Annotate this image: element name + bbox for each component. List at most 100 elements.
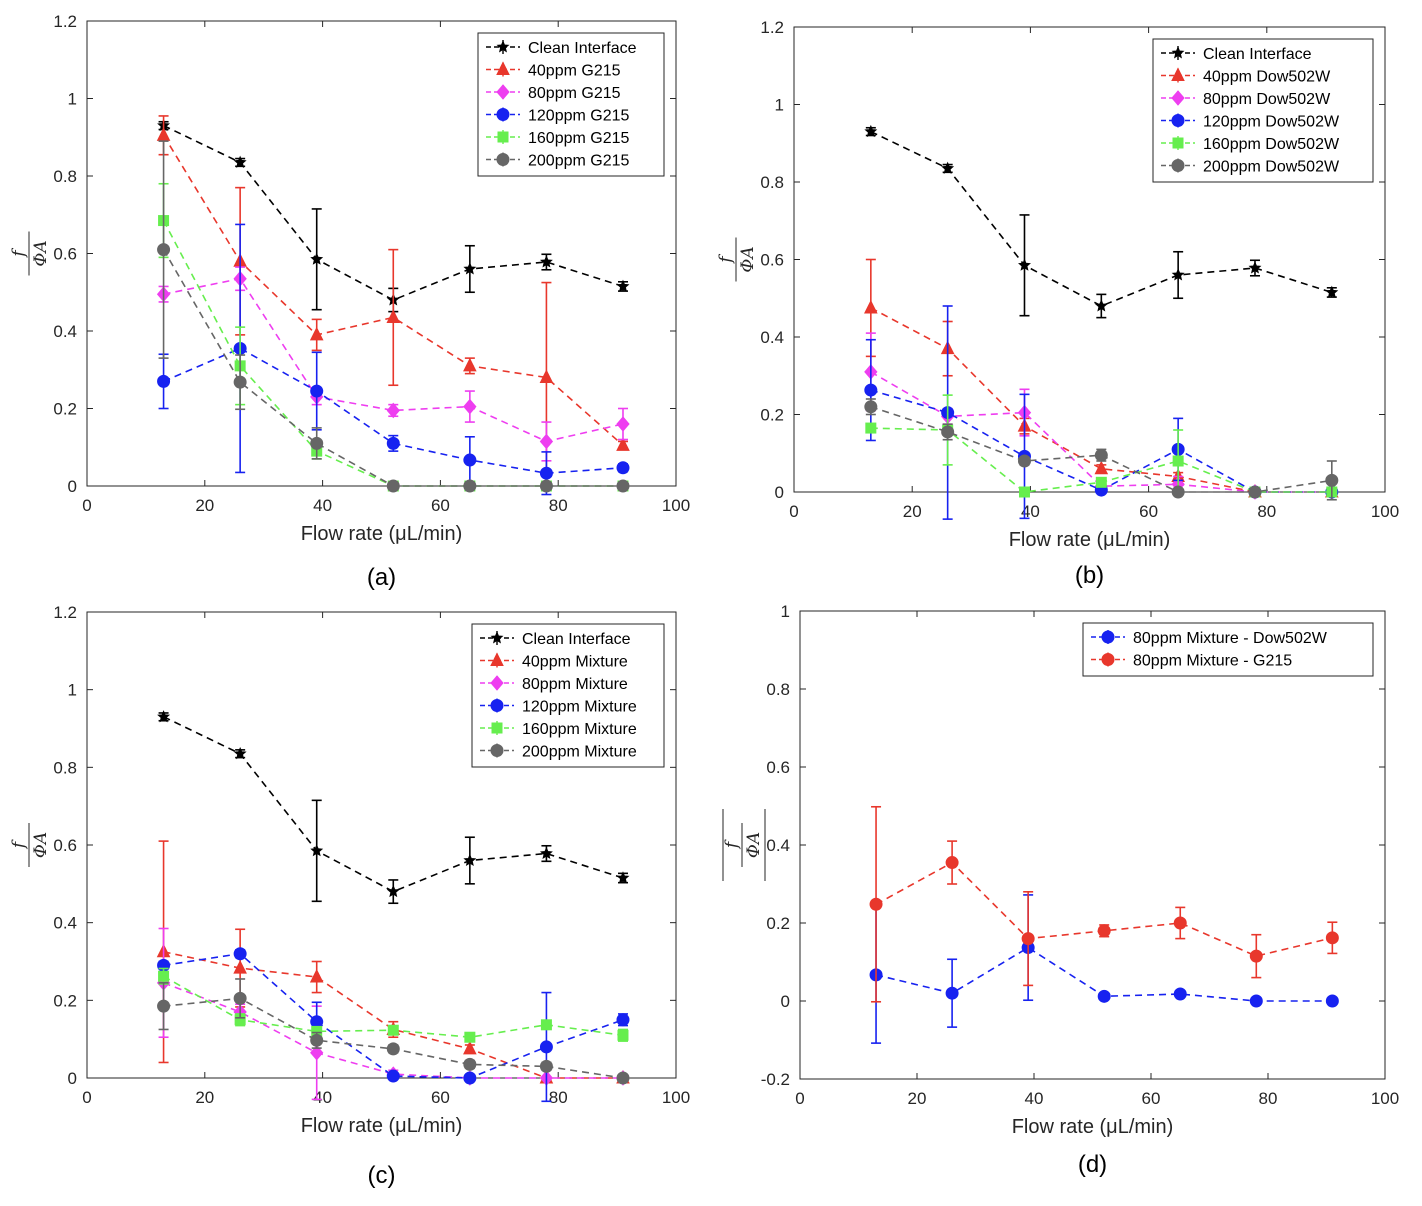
y-axis-label: f ΦA [9, 823, 51, 867]
y-label-numerator: f [9, 839, 29, 850]
y-tick-label: 0.4 [766, 836, 790, 855]
legend-entry: Clean Interface [1161, 46, 1312, 63]
data-point [310, 1044, 324, 1061]
x-tick-label: 20 [908, 1089, 927, 1108]
data-point [539, 466, 553, 480]
legend-label: 40ppm G215 [528, 63, 621, 80]
data-point [1094, 460, 1109, 475]
series-1 [157, 118, 630, 313]
legend-marker [496, 108, 510, 121]
data-point [157, 374, 171, 388]
data-point [616, 279, 630, 292]
series-4 [157, 947, 630, 1103]
data-point [310, 384, 324, 398]
data-point [463, 398, 477, 415]
y-tick-label: 0 [775, 483, 784, 502]
data-point [1325, 285, 1339, 298]
data-point [539, 1040, 553, 1054]
panel-c: 0 20 40 60 80 100 0 0.2 0.4 0.6 0.8 1 1.2 Flow rate (… [0, 603, 711, 1206]
y-tick-label: 1 [781, 602, 790, 621]
legend-entry: 80ppm Dow502W [1161, 90, 1331, 108]
data-point [941, 425, 955, 439]
legend-marker [1172, 137, 1184, 149]
legend-marker [1171, 114, 1185, 127]
data-point [941, 161, 955, 174]
x-tick-label: 60 [431, 1088, 450, 1107]
data-point [310, 252, 324, 265]
data-point [1017, 454, 1031, 468]
y-axis-label: f ΦA [716, 237, 758, 282]
legend-label: Clean Interface [528, 40, 637, 57]
legend-entry: 80ppm Mixture [480, 675, 628, 693]
data-point [233, 375, 247, 389]
data-point [158, 970, 170, 982]
data-point [539, 255, 553, 268]
y-label-denominator: ΦA [31, 240, 51, 266]
data-point [310, 1033, 324, 1047]
y-tick-label: -0.2 [761, 1070, 790, 1089]
legend-box [1152, 38, 1374, 183]
panel-d: 0 20 40 60 80 100 -0.2 0 0.2 0.4 0.6 0.8 1 Flow rate … [711, 602, 1422, 1206]
data-point [463, 1057, 477, 1071]
data-point [1172, 455, 1184, 467]
legend-entry: 160ppm Mixture [480, 721, 637, 738]
y-tick-label: 1.2 [760, 18, 784, 37]
data-point [616, 461, 630, 475]
x-tick-label: 60 [1142, 1089, 1161, 1108]
x-tick-label: 20 [903, 502, 922, 521]
panel-caption: (d) [1078, 1151, 1107, 1178]
data-point [233, 959, 247, 974]
legend: Clean Interface 40ppm Mixture 80ppm Mixtur… [471, 623, 665, 768]
data-point [1249, 949, 1263, 963]
y-tick-label: 0.6 [760, 251, 784, 270]
legend-marker [490, 675, 504, 691]
y-tick-label: 1 [68, 90, 77, 109]
legend-label: Clean Interface [522, 631, 631, 648]
y-label-denominator: ΦA [31, 832, 51, 858]
data-point [463, 357, 477, 372]
data-point [386, 309, 401, 323]
legend-marker [1101, 630, 1115, 644]
x-tick-label: 20 [195, 496, 214, 515]
data-point [1018, 486, 1030, 498]
data-point [1097, 924, 1111, 938]
data-point [864, 299, 878, 314]
data-point [310, 844, 324, 857]
data-point [1248, 485, 1262, 499]
legend-marker [496, 84, 510, 100]
data-point [156, 127, 171, 141]
legend-marker [490, 631, 504, 644]
legend-entry: 40ppm G215 [486, 61, 621, 80]
x-tick-label: 0 [795, 1089, 804, 1108]
legend-label: 200ppm Mixture [522, 744, 637, 761]
data-point [157, 710, 171, 723]
legend-box [477, 32, 665, 177]
y-tick-label: 0.2 [53, 991, 77, 1010]
panel-a: 0 20 40 60 80 100 0 0.2 0.4 0.6 0.8 1 1.2 Flow rate (… [0, 0, 711, 603]
legend-marker [496, 61, 510, 75]
data-point [463, 1040, 477, 1055]
x-tick-label: 40 [313, 496, 332, 515]
x-tick-label: 0 [82, 496, 91, 515]
data-point [1249, 994, 1263, 1008]
y-tick-label: 1.2 [53, 603, 77, 622]
data-point [386, 479, 400, 493]
legend-marker [1171, 67, 1185, 81]
y-tick-label: 0 [781, 992, 790, 1011]
legend-label: 40ppm Dow502W [1203, 69, 1331, 86]
legend-label: 80ppm Dow502W [1203, 91, 1331, 108]
data-point [945, 986, 959, 1000]
x-tick-label: 80 [549, 496, 568, 515]
x-axis-label: Flow rate (μL/min) [1012, 1116, 1174, 1138]
legend-entry: Clean Interface [480, 631, 631, 648]
y-tick-label: 1.2 [53, 12, 77, 31]
data-point [1248, 261, 1262, 274]
y-tick-label: 0 [68, 1069, 77, 1088]
data-point [1173, 916, 1187, 930]
legend-marker [1101, 653, 1115, 666]
legend-label: 80ppm Mixture [522, 676, 628, 693]
legend-marker [490, 652, 504, 666]
y-label-denominator: ΦA [738, 246, 758, 272]
legend-marker [496, 40, 510, 53]
x-tick-label: 60 [431, 496, 450, 515]
